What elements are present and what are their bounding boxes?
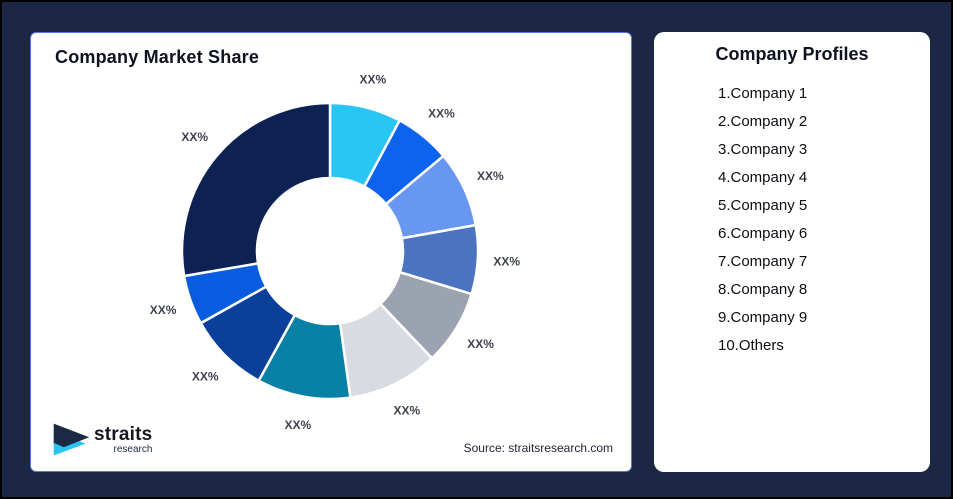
- slice-label-company-3: XX%: [477, 169, 504, 183]
- slice-label-company-7: XX%: [285, 418, 312, 432]
- slice-label-company-2: XX%: [428, 107, 455, 121]
- profiles-list-item: 5.Company 5: [718, 197, 808, 214]
- profiles-list-item: 2.Company 2: [718, 113, 808, 130]
- slice-label-company-9: XX%: [150, 303, 177, 317]
- donut-chart: XX% XX% XX% XX% XX% XX% XX% XX% XX% XX%: [150, 72, 521, 432]
- slice-label-others: XX%: [181, 130, 208, 144]
- straits-logo-arrow-icon: [53, 423, 90, 456]
- profiles-list-item: 7.Company 7: [718, 253, 808, 270]
- profiles-list-item: 4.Company 4: [718, 169, 808, 186]
- logo-text: straits research: [94, 425, 152, 455]
- profiles-list-item: 9.Company 9: [718, 309, 808, 326]
- straits-research-logo: straits research: [51, 421, 152, 459]
- profiles-list-item: 8.Company 8: [718, 281, 808, 298]
- profiles-title: Company Profiles: [715, 44, 869, 64]
- profiles-list-item: 6.Company 6: [718, 225, 808, 242]
- donut-segment-others: [180, 101, 332, 278]
- profiles-list-item: 1.Company 1: [718, 85, 808, 102]
- chart-title: Company Market Share: [55, 47, 260, 67]
- slice-label-company-1: XX%: [360, 72, 387, 86]
- profiles-list-item: 10.Others: [718, 337, 784, 354]
- logo-brand-text: straits: [94, 424, 153, 445]
- source-attribution: Source: straitsresearch.com: [463, 441, 613, 455]
- profiles-list: 1.Company 1 2.Company 2 3.Company 3 4.Compa…: [718, 80, 807, 360]
- slice-label-company-6: XX%: [394, 403, 421, 417]
- slice-label-company-4: XX%: [493, 255, 520, 269]
- slice-label-company-8: XX%: [192, 370, 219, 384]
- logo-subtitle-text: research: [113, 444, 153, 455]
- profiles-list-item: 3.Company 3: [718, 141, 808, 158]
- slice-label-company-5: XX%: [467, 337, 494, 351]
- market-share-card: Company Market Share XX% XX% XX% XX% XX% XX% X…: [30, 32, 632, 472]
- company-profiles-card: Company Profiles 1.Company 1 2.Company 2 3…: [654, 32, 930, 472]
